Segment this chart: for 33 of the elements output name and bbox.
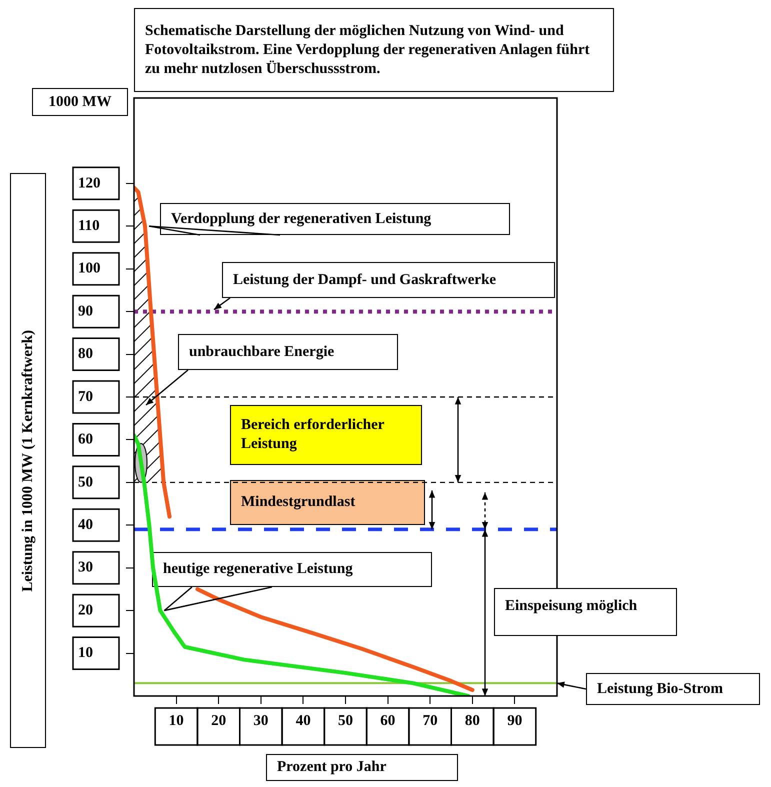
x-tick-label: 30 bbox=[253, 712, 268, 729]
label-box: 1000 MW bbox=[32, 88, 128, 116]
label-box: Bereich erforderlicher Leistung bbox=[230, 405, 422, 465]
x-tick-label: 10 bbox=[168, 712, 184, 729]
y-tick-label: 110 bbox=[78, 218, 100, 234]
chart-title: Schematische Darstellung der möglichen Nutzung von Wind- und Fotovoltaikstrom. Eine Verdopplung der regenerativen Anlagen führt zu mehr nutzlosen Überschussstrom. bbox=[134, 8, 614, 92]
y-tick-label: 80 bbox=[78, 346, 93, 362]
y-tick-label: 100 bbox=[78, 260, 100, 277]
x-tick-label: 20 bbox=[211, 712, 226, 729]
x-tick-label: 60 bbox=[380, 712, 396, 729]
y-tick-label: 50 bbox=[78, 474, 93, 490]
y-tick-label: 20 bbox=[78, 602, 93, 618]
label-box: Einspeisung möglich bbox=[494, 588, 677, 636]
x-tick-label: 80 bbox=[464, 712, 480, 729]
y-tick-label: 30 bbox=[78, 560, 93, 576]
x-tick-label: 40 bbox=[296, 712, 311, 729]
label-box: unbrauchbare Energie bbox=[178, 334, 398, 370]
label-box: Leistung Bio-Strom bbox=[586, 673, 760, 705]
label-box: Verdopplung der regenerativen Leistung bbox=[160, 203, 510, 235]
x-tick-label: 50 bbox=[338, 712, 353, 729]
y-tick-label: 70 bbox=[78, 388, 93, 405]
label-box: Mindestgrundlast bbox=[230, 480, 425, 525]
x-axis-title: Prozent pro Jahr bbox=[266, 754, 458, 781]
y-tick-label: 60 bbox=[78, 432, 93, 448]
x-tick-label: 70 bbox=[422, 712, 438, 729]
y-tick-label: 40 bbox=[78, 517, 93, 534]
label-box: heutige regenerative Leistung bbox=[152, 552, 432, 587]
y-tick-label: 120 bbox=[78, 175, 100, 192]
y-tick-label: 10 bbox=[78, 645, 93, 662]
x-tick-label: 90 bbox=[507, 712, 522, 729]
y-axis-title: Leistung in 1000 MW (1 Kernkraftwerk) bbox=[18, 330, 36, 592]
y-tick-label: 90 bbox=[78, 303, 93, 320]
label-box: Leistung der Dampf- und Gaskraftwerke bbox=[222, 262, 555, 298]
